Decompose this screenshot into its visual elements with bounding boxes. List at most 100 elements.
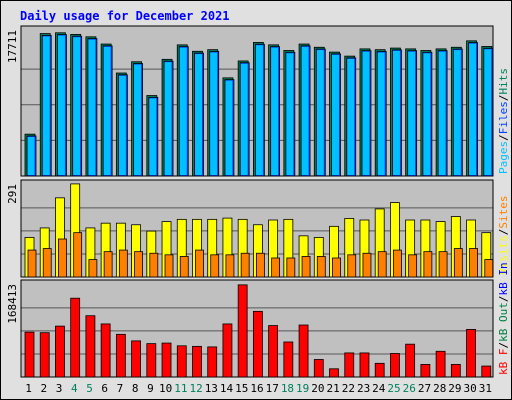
legend-item: kB Out bbox=[497, 302, 510, 342]
bar-kb-f bbox=[146, 343, 157, 378]
bar-pages bbox=[179, 47, 187, 176]
bar-sites bbox=[134, 251, 143, 278]
bar-pages bbox=[103, 46, 111, 175]
bar-pages bbox=[347, 58, 355, 175]
bar-pages bbox=[42, 36, 50, 175]
bar-kb-f bbox=[466, 328, 476, 378]
bar-kb-f bbox=[207, 346, 218, 378]
day-label: 5 bbox=[86, 382, 93, 395]
bar-sites bbox=[286, 257, 296, 278]
bar-sites bbox=[225, 254, 235, 278]
bar-sites bbox=[316, 256, 326, 278]
bar-sites bbox=[423, 251, 433, 278]
bar-sites bbox=[179, 256, 189, 278]
day-label: 10 bbox=[159, 382, 172, 395]
bar-pages bbox=[27, 136, 35, 175]
day-label: 26 bbox=[403, 382, 416, 395]
bar-kb-f bbox=[329, 368, 339, 378]
day-label: 28 bbox=[433, 382, 446, 395]
bar-sites bbox=[362, 252, 372, 278]
bar-kb-f bbox=[115, 333, 126, 378]
bar-pages bbox=[149, 98, 157, 175]
bar-pages bbox=[362, 51, 370, 175]
bar-pages bbox=[301, 46, 309, 175]
bar-pages bbox=[88, 39, 96, 176]
bar-sites bbox=[393, 249, 402, 278]
bar-pages bbox=[332, 54, 340, 175]
bar-kb-f bbox=[222, 323, 233, 378]
bar-pages bbox=[408, 51, 416, 175]
legend-item: kB In bbox=[497, 262, 510, 295]
bar-kb-f bbox=[55, 325, 65, 378]
bar-kb-f bbox=[298, 324, 309, 378]
bar-kb-f bbox=[374, 362, 385, 378]
chart-title: Daily usage for December 2021 bbox=[20, 9, 230, 23]
day-label: 18 bbox=[281, 382, 294, 395]
bar-kb-f bbox=[100, 323, 111, 378]
legend-item: Sites bbox=[497, 196, 510, 229]
legend-item: Pages bbox=[497, 141, 510, 174]
day-label: 31 bbox=[479, 382, 492, 395]
day-label: 22 bbox=[342, 382, 355, 395]
bar-pages bbox=[225, 80, 233, 175]
day-label: 21 bbox=[327, 382, 340, 395]
day-label: 15 bbox=[235, 382, 248, 395]
legend-separator: / bbox=[497, 134, 510, 141]
bar-pages bbox=[73, 37, 81, 175]
bar-kb-f bbox=[390, 353, 400, 378]
legend-separator: / bbox=[497, 95, 510, 102]
bar-sites bbox=[73, 232, 83, 278]
bar-sites bbox=[484, 259, 494, 278]
bar-kb-f bbox=[359, 352, 370, 378]
bar-kb-f bbox=[344, 352, 355, 378]
bar-kb-f bbox=[192, 345, 202, 378]
bar-kb-f bbox=[39, 332, 50, 378]
day-label: 19 bbox=[296, 382, 309, 395]
bar-pages bbox=[57, 35, 65, 176]
bar-sites bbox=[255, 252, 265, 278]
bar-sites bbox=[301, 256, 311, 278]
day-axis-labels: 1 2 3 4 5 6 7 8 9 10 11 12 13 14 15 16 17 18 19 20 21 22 23 24 2… bbox=[25, 382, 492, 395]
legend-separator: / bbox=[497, 296, 510, 303]
bar-pages bbox=[377, 52, 385, 175]
day-label: 14 bbox=[220, 382, 234, 395]
legend-bottom: kB F/kB Out/kB In bbox=[497, 262, 510, 375]
bar-kb-f bbox=[131, 340, 141, 378]
bar-sites bbox=[58, 238, 67, 278]
bar-kb-f bbox=[176, 345, 187, 378]
y-max-label-top: 17711 bbox=[6, 30, 19, 63]
bar-sites bbox=[347, 254, 357, 278]
bar-pages bbox=[271, 47, 279, 176]
bar-sites bbox=[27, 249, 37, 278]
day-label: 8 bbox=[132, 382, 139, 395]
bar-sites bbox=[88, 259, 98, 278]
y-max-label-middle: 291 bbox=[6, 184, 19, 204]
bar-sites bbox=[453, 248, 463, 278]
day-label: 2 bbox=[41, 382, 48, 395]
bar-pages bbox=[286, 53, 294, 175]
legend-item: kB F bbox=[497, 349, 510, 376]
bar-sites bbox=[438, 251, 448, 278]
day-label: 1 bbox=[25, 382, 32, 395]
bar-kb-f bbox=[481, 365, 492, 378]
bar-pages bbox=[392, 50, 400, 176]
bar-sites bbox=[42, 248, 52, 278]
panel-middle: 291 Visits/Sites bbox=[6, 179, 510, 278]
bar-sites bbox=[271, 257, 281, 278]
legend-separator: / bbox=[497, 229, 510, 236]
day-label: 20 bbox=[311, 382, 324, 395]
bar-sites bbox=[377, 251, 387, 278]
bar-kb-f bbox=[450, 364, 461, 378]
bar-sites bbox=[103, 251, 113, 278]
bar-kb-f bbox=[161, 342, 172, 378]
bar-sites bbox=[332, 257, 341, 278]
day-label: 12 bbox=[189, 382, 202, 395]
bar-sites bbox=[408, 254, 418, 278]
bar-pages bbox=[423, 53, 431, 175]
bar-sites bbox=[469, 248, 478, 278]
bar-pages bbox=[469, 43, 477, 175]
day-label: 25 bbox=[387, 382, 400, 395]
